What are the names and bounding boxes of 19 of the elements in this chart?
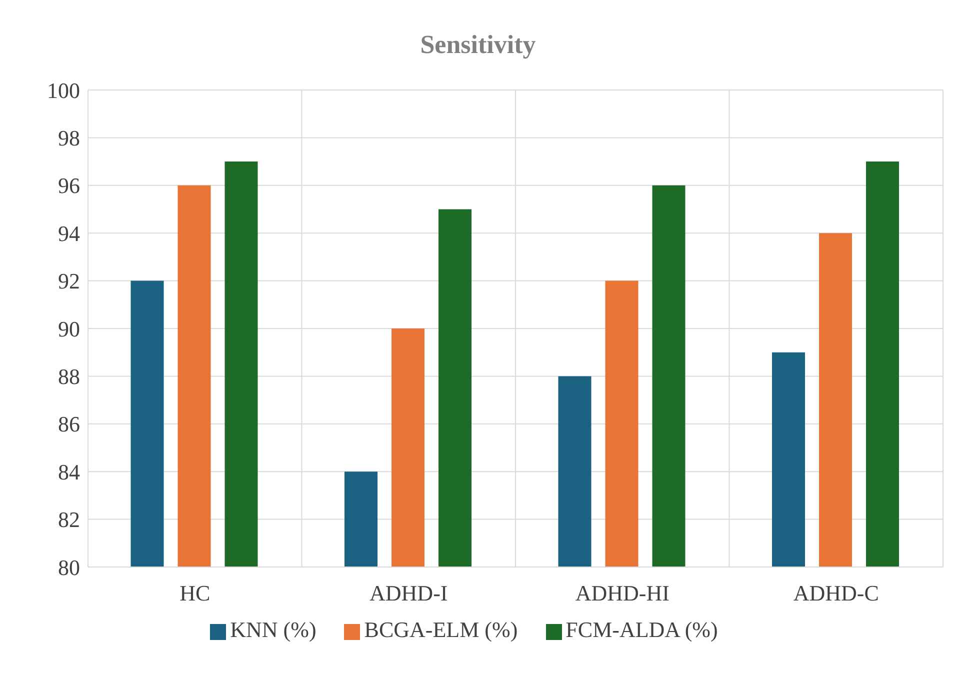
y-tick-label: 84 [58, 459, 80, 484]
x-tick-label: ADHD-I [370, 580, 448, 606]
y-tick-label: 86 [58, 412, 80, 437]
x-tick-label: ADHD-HI [575, 580, 670, 606]
y-tick-label: 94 [58, 220, 80, 246]
y-tick-label: 80 [58, 554, 80, 580]
legend-label: FCM-ALDA (%) [566, 617, 718, 642]
y-tick-label: 90 [58, 316, 80, 342]
y-tick-label: 96 [58, 173, 80, 198]
chart-title: Sensitivity [419, 30, 537, 60]
y-tick-label: 82 [58, 507, 80, 532]
legend-label: KNN (%) [230, 617, 316, 642]
x-tick-label: HC [180, 580, 210, 606]
y-tick-label: 92 [58, 268, 80, 294]
x-tick-label: ADHD-C [793, 580, 879, 606]
legend-label: BCGA-ELM (%) [364, 617, 518, 642]
y-tick-label: 88 [58, 364, 80, 390]
y-tick-label: 100 [47, 78, 80, 103]
y-tick-label: 98 [58, 126, 80, 151]
